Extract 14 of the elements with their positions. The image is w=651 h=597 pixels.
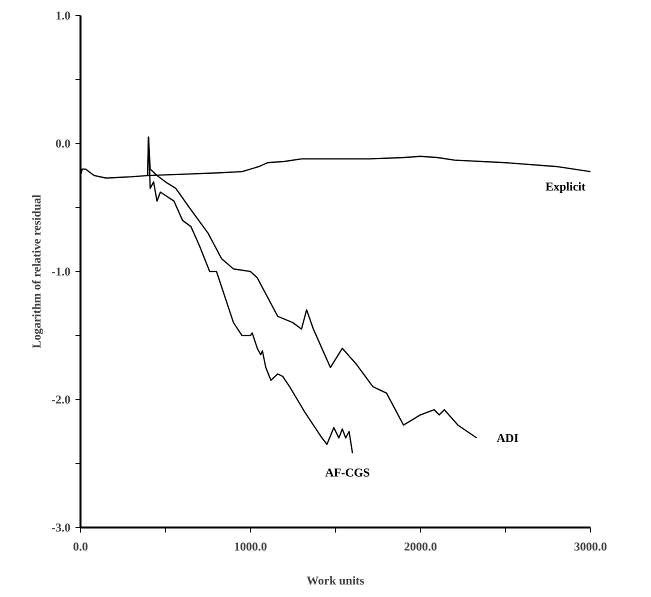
series-label: ADI [496,430,519,445]
x-tick-label: 0.0 [73,540,88,554]
y-tick-label: 0.0 [56,136,70,150]
y-tick-label: -2.0 [52,392,71,406]
y-axis-title: Logarithm of relative residual [30,194,44,348]
series-label: AF-CGS [325,465,370,480]
y-tick-label: -1.0 [52,264,71,278]
x-tick-label: 3000.0 [574,540,607,554]
x-tick-label: 2000.0 [404,540,437,554]
x-tick-label: 1000.0 [234,540,267,554]
y-tick-label: 1.0 [56,8,70,22]
y-tick-label: -3.0 [52,520,71,534]
x-axis-title: Work units [306,574,365,588]
series-label: Explicit [546,180,586,194]
